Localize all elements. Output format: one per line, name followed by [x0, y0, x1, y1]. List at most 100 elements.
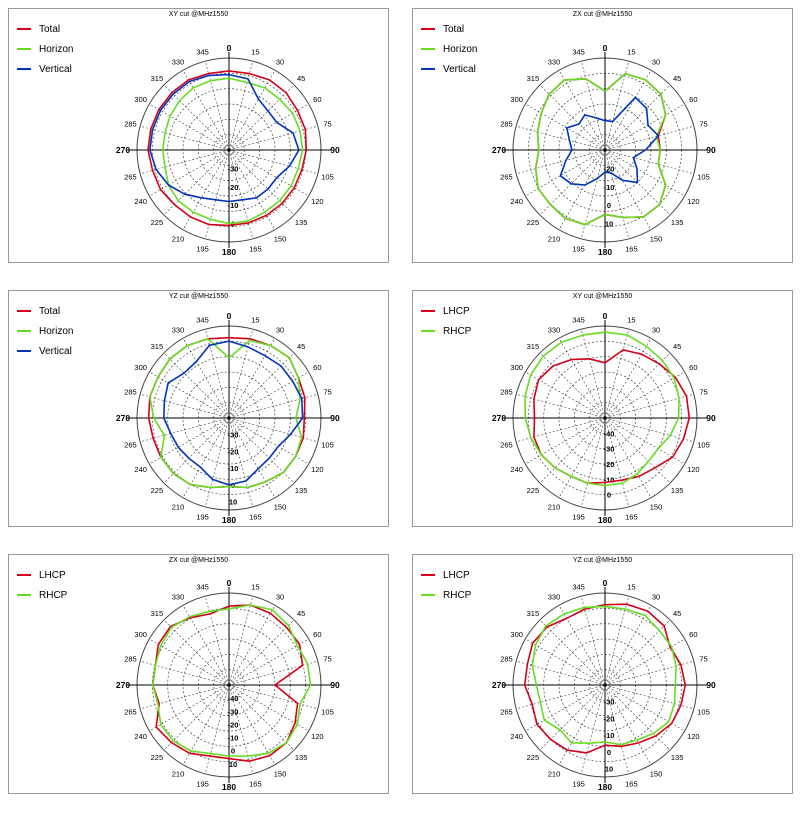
- angle-label: 165: [249, 245, 262, 254]
- radial-label: -30: [604, 445, 615, 454]
- angle-label: 0: [227, 43, 232, 53]
- angle-label: 105: [697, 172, 710, 181]
- radial-label: -40: [604, 429, 615, 438]
- swatch-lhcp: [421, 574, 435, 576]
- angle-label: 265: [500, 707, 513, 716]
- legend-label: Total: [39, 23, 61, 35]
- grid-spoke: [539, 84, 606, 151]
- angle-label: 75: [323, 388, 331, 397]
- angle-label: 225: [527, 218, 540, 227]
- angle-label: 265: [124, 707, 137, 716]
- grid-spoke: [228, 605, 276, 686]
- swatch-vertical: [17, 350, 31, 352]
- angle-label: 135: [671, 753, 684, 762]
- angle-label: 225: [527, 486, 540, 495]
- legend-item: Total: [17, 19, 73, 39]
- angle-label: 330: [172, 326, 185, 335]
- grid-spoke: [525, 371, 606, 419]
- grid-spoke: [149, 684, 230, 732]
- legend: Total Horizon Vertical: [421, 19, 477, 79]
- radial-label: 10: [229, 760, 237, 769]
- angle-label: 105: [321, 172, 334, 181]
- angle-label: 180: [222, 782, 236, 792]
- angle-label: 300: [510, 95, 523, 104]
- angle-label: 15: [251, 47, 259, 56]
- angle-label: 210: [548, 769, 561, 778]
- angle-label: 265: [500, 440, 513, 449]
- angle-label: 225: [151, 218, 164, 227]
- angle-label: 315: [151, 74, 164, 83]
- polar-plot: 0 15 30 45 60 75 90 105 120 135 150 165 180 195 210 225…: [492, 311, 716, 525]
- angle-label: 285: [124, 120, 137, 129]
- angle-label: 285: [500, 655, 513, 664]
- legend: Total Horizon Vertical: [17, 19, 73, 79]
- series-line-vertical: [559, 96, 660, 186]
- angle-label: 90: [706, 680, 716, 690]
- grid-spoke: [182, 605, 230, 686]
- angle-label: 30: [276, 326, 284, 335]
- grid-spoke: [204, 417, 230, 507]
- angle-label: 105: [321, 440, 334, 449]
- angle-label: 150: [650, 502, 663, 511]
- grid-spoke: [163, 417, 230, 484]
- angle-label: 210: [172, 769, 185, 778]
- angle-label: 105: [697, 440, 710, 449]
- legend-label: Total: [39, 305, 61, 317]
- angle-label: 180: [598, 247, 612, 257]
- angle-label: 210: [172, 502, 185, 511]
- legend: Total Horizon Vertical: [17, 301, 73, 361]
- swatch-total: [17, 310, 31, 312]
- angle-label: 60: [313, 363, 321, 372]
- radial-label: -10: [604, 475, 615, 484]
- angle-label: 30: [652, 593, 660, 602]
- angle-label: 210: [548, 234, 561, 243]
- angle-label: 135: [671, 218, 684, 227]
- polar-plot: 0 15 30 45 60 75 90 105 120 135 150 165 180 195 210 225…: [116, 311, 340, 525]
- angle-label: 195: [572, 245, 585, 254]
- grid-spoke: [539, 417, 606, 484]
- angle-label: 285: [124, 655, 137, 664]
- angle-label: 30: [276, 58, 284, 67]
- angle-label: 165: [625, 513, 638, 522]
- angle-label: 120: [687, 732, 700, 741]
- swatch-lhcp: [421, 310, 435, 312]
- grid-spoke: [228, 417, 295, 484]
- angle-label: 75: [323, 655, 331, 664]
- angle-label: 0: [227, 311, 232, 321]
- radial-label: 10: [605, 765, 613, 774]
- angle-label: 265: [124, 172, 137, 181]
- angle-label: 345: [572, 582, 585, 591]
- series-line-rhcp: [531, 605, 677, 746]
- grid-spoke: [525, 417, 606, 465]
- grid-spoke: [558, 417, 606, 498]
- angle-label: 315: [151, 609, 164, 618]
- angle-label: 195: [196, 245, 209, 254]
- legend-item: RHCP: [17, 585, 67, 605]
- angle-label: 105: [697, 707, 710, 716]
- legend-item: Horizon: [421, 39, 477, 59]
- angle-label: 30: [652, 326, 660, 335]
- angle-label: 285: [500, 388, 513, 397]
- angle-label: 210: [548, 502, 561, 511]
- angle-label: 15: [251, 315, 259, 324]
- grid-spoke: [525, 103, 606, 151]
- angle-label: 90: [330, 680, 340, 690]
- legend-item: Total: [421, 19, 477, 39]
- angle-label: 0: [603, 43, 608, 53]
- angle-label: 195: [196, 780, 209, 789]
- grid-spoke: [228, 371, 309, 419]
- grid-spoke: [539, 149, 606, 216]
- grid-spoke: [228, 61, 254, 151]
- grid-spoke: [228, 417, 276, 498]
- grid-spoke: [525, 638, 606, 686]
- grid-spoke: [204, 329, 230, 419]
- series-line-total: [147, 70, 308, 227]
- series-line-horizon: [534, 72, 667, 226]
- angle-label: 75: [323, 120, 331, 129]
- radial-label: -20: [604, 714, 615, 723]
- grid-spoke: [525, 684, 606, 732]
- grid-spoke: [604, 638, 685, 686]
- radial-label: 10: [229, 498, 237, 507]
- grid-spoke: [604, 605, 652, 686]
- swatch-horizon: [17, 48, 31, 50]
